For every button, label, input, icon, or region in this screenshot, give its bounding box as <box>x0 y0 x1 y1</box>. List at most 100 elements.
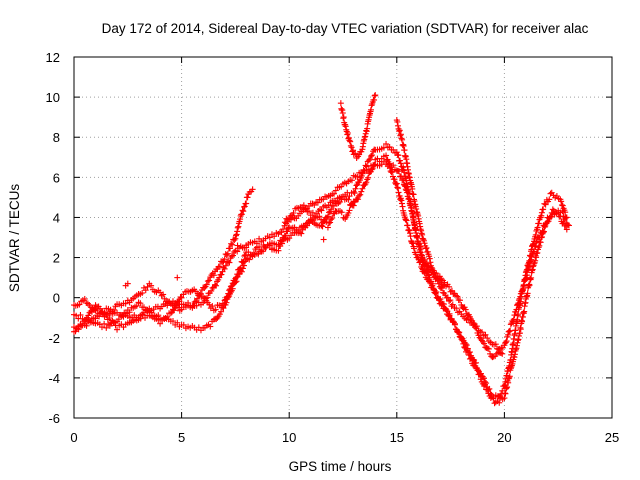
data-point <box>323 214 330 221</box>
data-point <box>356 192 363 199</box>
data-point <box>481 340 488 347</box>
data-point <box>395 189 402 196</box>
data-point <box>234 271 241 278</box>
data-point <box>234 228 241 235</box>
data-point <box>505 328 512 335</box>
data-point <box>222 262 229 269</box>
data-point <box>140 304 147 311</box>
data-point <box>350 147 357 154</box>
data-point <box>503 338 510 345</box>
data-point <box>534 249 541 256</box>
data-point <box>417 258 424 265</box>
data-point <box>241 253 248 260</box>
data-point <box>546 196 553 203</box>
data-point <box>455 329 462 336</box>
data-point <box>547 213 554 220</box>
data-point <box>240 258 247 265</box>
data-point <box>371 92 378 99</box>
data-point <box>391 176 398 183</box>
data-point <box>545 218 552 225</box>
data-point <box>218 271 225 278</box>
data-point <box>275 247 282 254</box>
data-point <box>309 209 316 216</box>
data-point <box>404 222 411 229</box>
data-point <box>461 344 468 351</box>
data-point <box>227 286 234 293</box>
data-point <box>351 190 358 197</box>
data-point <box>393 181 400 188</box>
series-track-3 <box>71 140 570 400</box>
data-point <box>394 184 401 191</box>
data-point <box>541 200 548 207</box>
data-point <box>329 214 336 221</box>
data-point <box>218 308 225 315</box>
y-tick-label: 0 <box>53 291 60 306</box>
data-point <box>236 265 243 272</box>
data-point <box>305 208 312 215</box>
data-point <box>454 293 461 300</box>
data-point <box>137 315 144 322</box>
data-point <box>174 319 181 326</box>
data-point <box>544 218 551 225</box>
y-tick-label: 4 <box>53 210 60 225</box>
data-point <box>369 165 376 172</box>
data-point <box>365 174 372 181</box>
data-point <box>284 228 291 235</box>
data-point <box>81 320 88 327</box>
data-point <box>476 371 483 378</box>
data-point <box>110 306 117 313</box>
data-point <box>344 130 351 137</box>
data-point <box>410 191 417 198</box>
data-point <box>472 363 479 370</box>
data-point <box>314 199 321 206</box>
x-tick-label: 5 <box>178 430 185 445</box>
data-point <box>358 188 365 195</box>
data-point <box>324 213 331 220</box>
x-tick-label: 15 <box>390 430 404 445</box>
data-point <box>426 255 433 262</box>
data-point <box>541 224 548 231</box>
data-point <box>396 128 403 135</box>
data-point <box>293 226 300 233</box>
data-point <box>372 92 379 99</box>
data-point <box>482 381 489 388</box>
data-point <box>224 250 231 257</box>
data-point <box>357 191 364 198</box>
axis-ticks <box>73 56 613 419</box>
data-point <box>406 230 413 237</box>
data-point <box>447 297 454 304</box>
data-point <box>223 294 230 301</box>
data-point <box>178 294 185 301</box>
data-point <box>507 321 514 328</box>
series-track-1 <box>71 158 570 361</box>
data-point <box>180 321 187 328</box>
data-point <box>399 142 406 149</box>
y-tick-label: -4 <box>48 371 60 386</box>
data-point <box>507 327 514 334</box>
data-point <box>546 214 553 221</box>
data-point <box>203 281 210 288</box>
data-point <box>77 311 84 318</box>
data-point <box>412 251 419 258</box>
data-point <box>345 196 352 203</box>
data-point <box>91 305 98 312</box>
data-point <box>536 242 543 249</box>
data-point <box>347 138 354 145</box>
data-point <box>242 251 249 258</box>
data-point <box>532 231 539 238</box>
data-point <box>559 202 566 209</box>
data-point <box>526 282 533 289</box>
data-point <box>399 203 406 210</box>
data-point <box>436 297 443 304</box>
data-point <box>268 246 275 253</box>
data-point <box>206 301 213 308</box>
data-point <box>279 240 286 247</box>
data-point <box>474 367 481 374</box>
data-point <box>233 274 240 281</box>
data-point <box>232 275 239 282</box>
data-point <box>511 312 518 319</box>
data-point <box>346 207 353 214</box>
data-point <box>484 335 491 342</box>
data-point <box>354 173 361 180</box>
data-point <box>232 235 239 242</box>
